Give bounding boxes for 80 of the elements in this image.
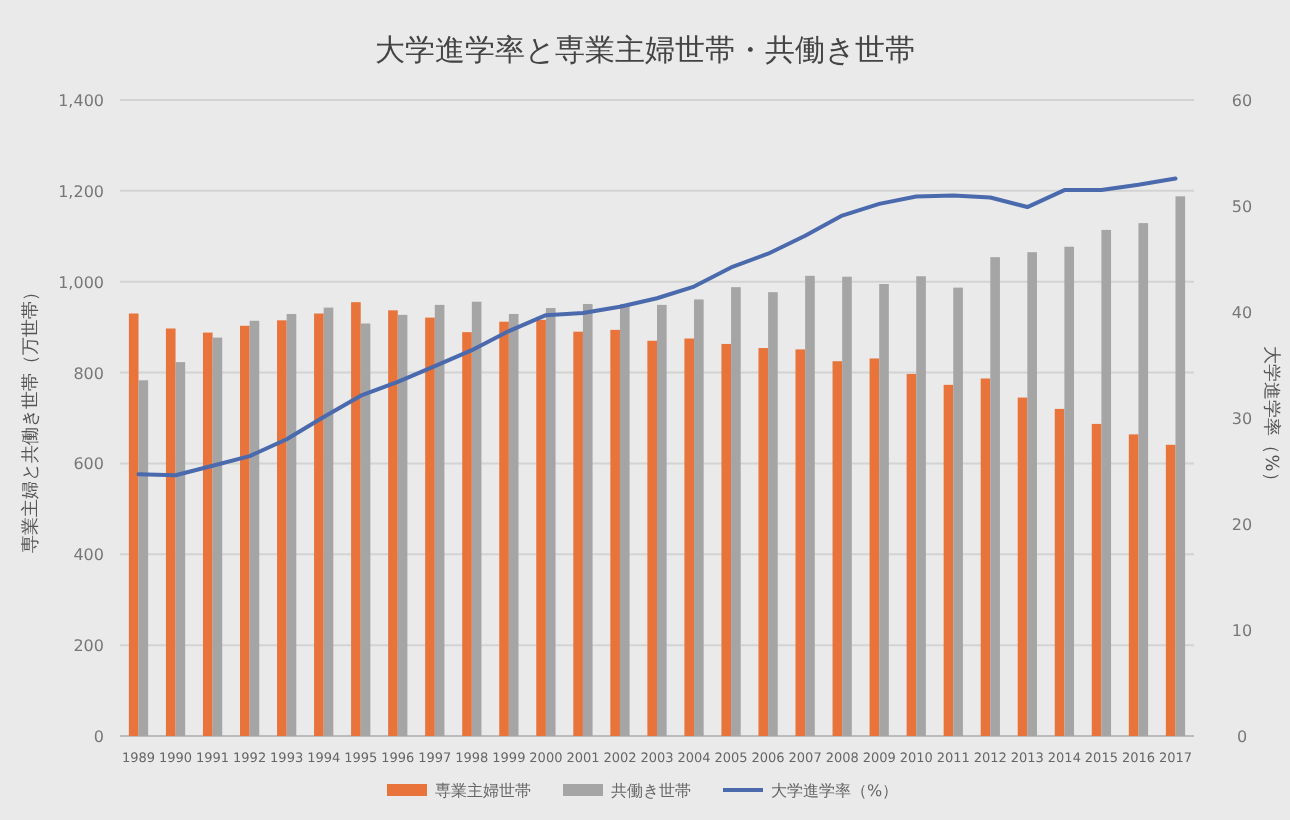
legend-label: 専業主婦世帯 (435, 782, 531, 800)
chart-title: 大学進学率と専業主婦世帯・共働き世帯 (375, 32, 915, 68)
bar (545, 308, 556, 736)
bar (953, 287, 963, 736)
bar (351, 302, 361, 736)
bar (573, 331, 583, 736)
bar (1128, 434, 1139, 736)
bar (1175, 196, 1186, 736)
bar (165, 328, 176, 736)
bar (1027, 252, 1037, 736)
bar (323, 307, 334, 736)
y-tick-label: 1,200 (58, 182, 104, 201)
bar (1091, 423, 1102, 736)
bar (805, 275, 815, 736)
bar (758, 348, 769, 736)
y-tick-label: 400 (73, 546, 104, 565)
bar (277, 320, 287, 736)
y2-tick-label: 0 (1236, 728, 1248, 746)
bar (508, 313, 519, 736)
bar (1054, 408, 1065, 736)
bar (360, 323, 371, 736)
y2-tick-label: 60 (1231, 92, 1253, 110)
bar (314, 313, 324, 736)
y-tick-label: 200 (73, 637, 104, 656)
y-tick-label: 0 (93, 728, 104, 746)
bar (1101, 229, 1112, 736)
bar (128, 313, 139, 736)
y-tick-label: 1,400 (58, 92, 104, 110)
y-tick-label: 800 (73, 364, 104, 383)
y-tick-label: 600 (73, 455, 104, 474)
bar (906, 373, 917, 736)
bar (610, 329, 620, 736)
bar (916, 276, 926, 736)
bar (731, 287, 741, 736)
bar (768, 292, 778, 736)
bar (869, 358, 880, 736)
bar (842, 276, 852, 736)
bar (832, 361, 843, 736)
legend-label: 大学進学率（%） (771, 782, 899, 800)
bar (684, 338, 695, 736)
y2-tick-label: 30 (1231, 410, 1253, 428)
bar (1017, 397, 1028, 736)
y2-tick-label: 20 (1231, 516, 1253, 534)
bar (647, 340, 657, 736)
bar (1064, 246, 1075, 736)
bar (434, 304, 445, 736)
bar (619, 303, 630, 736)
y2-tick-label: 40 (1231, 304, 1253, 322)
bar (980, 378, 991, 736)
legend-label: 共働き世帯 (611, 782, 691, 800)
y2-tick-label: 50 (1231, 198, 1253, 216)
bar (499, 321, 509, 736)
bar (397, 314, 408, 736)
bar (990, 257, 1000, 736)
bar (202, 332, 213, 736)
bar (657, 304, 667, 736)
bar (462, 332, 472, 736)
bar (694, 299, 704, 736)
bar (582, 303, 593, 736)
y2-tick-label: 10 (1231, 622, 1253, 640)
bar (249, 320, 260, 736)
y-axis-title: 専業主婦と共働き世帯（万世帯） (20, 283, 42, 553)
bar (943, 384, 954, 736)
bar (388, 310, 398, 736)
bar (1138, 223, 1149, 736)
bar (1165, 444, 1176, 736)
bar (212, 337, 223, 736)
bar (425, 317, 435, 736)
bar (239, 325, 250, 736)
bar (471, 301, 482, 736)
y2-axis-title: 大学進学率（%） (1260, 346, 1282, 490)
bar (721, 343, 732, 736)
bar (879, 283, 889, 736)
y-tick-label: 1,000 (58, 273, 104, 292)
bar (175, 362, 186, 736)
bar (536, 319, 546, 736)
bar (286, 313, 297, 736)
line-series (136, 176, 1178, 478)
bar (795, 349, 806, 736)
bar (138, 380, 149, 736)
